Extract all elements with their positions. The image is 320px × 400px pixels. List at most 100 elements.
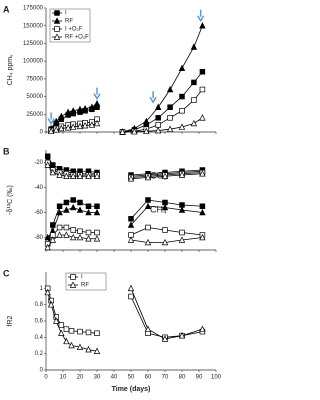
y-tick-label: -20: [34, 160, 43, 166]
data-point: [63, 172, 70, 179]
data-point: [85, 329, 92, 336]
data-point: [69, 123, 77, 130]
data-point: [161, 335, 169, 342]
data-point: [166, 125, 174, 132]
arrow: [149, 91, 157, 104]
legend-marker: [70, 274, 76, 280]
data-point: [63, 199, 70, 206]
data-point: [155, 122, 161, 128]
data-point: [56, 203, 63, 210]
data-point: [128, 216, 134, 222]
data-point: [88, 103, 96, 110]
legend-label: RF: [81, 283, 89, 289]
data-point: [76, 122, 84, 130]
y-tick-label: 50000: [26, 94, 43, 100]
data-point: [68, 341, 75, 349]
annotation: CH₄: [150, 204, 167, 214]
data-point: [52, 317, 60, 324]
data-point: [85, 235, 92, 242]
data-point: [178, 171, 186, 178]
data-point: [58, 329, 65, 336]
data-point: [199, 86, 206, 93]
data-point: [144, 238, 152, 246]
series-line: [47, 234, 203, 248]
x-tick-label: 90: [196, 375, 203, 381]
data-point: [199, 233, 206, 241]
data-point: [70, 197, 76, 203]
data-point: [44, 233, 51, 241]
data-point: [199, 203, 206, 210]
y-tick-label: -40: [34, 185, 43, 191]
y-tick-label: -80: [34, 235, 43, 241]
data-point: [93, 208, 101, 216]
data-point: [143, 117, 150, 125]
data-point: [178, 332, 186, 339]
data-point: [58, 112, 65, 120]
series-line: [47, 199, 203, 244]
data-point: [76, 233, 84, 241]
data-point: [63, 326, 70, 332]
y-tick-label: -60: [34, 210, 43, 216]
y-tick-label: 150000: [23, 23, 44, 29]
arrow: [93, 87, 101, 101]
legend-marker: [54, 10, 60, 16]
y-tick-label: 0: [40, 368, 44, 374]
legend-marker: [69, 281, 77, 288]
data-point: [94, 330, 100, 337]
data-point: [93, 119, 101, 127]
data-point: [76, 206, 84, 213]
data-point: [199, 170, 206, 177]
data-point: [143, 127, 150, 135]
data-point: [199, 325, 206, 332]
data-point: [56, 171, 63, 178]
data-point: [144, 325, 152, 332]
data-point: [56, 231, 63, 238]
y-tick-label: 0.4: [35, 335, 44, 341]
data-point: [191, 79, 197, 86]
data-point: [178, 236, 186, 243]
data-point: [166, 85, 174, 93]
data-point: [44, 243, 51, 251]
data-point: [199, 208, 206, 216]
data-point: [161, 238, 169, 246]
data-point: [77, 228, 83, 235]
data-point: [49, 236, 57, 243]
x-tick-label: 80: [179, 375, 186, 381]
data-point: [44, 161, 51, 168]
data-point: [167, 115, 173, 121]
data-point: [145, 197, 151, 203]
data-point: [69, 203, 77, 211]
data-point: [47, 301, 55, 308]
data-point: [167, 104, 173, 110]
data-point: [85, 229, 92, 236]
x-tick-label: 10: [60, 375, 67, 381]
data-point: [179, 93, 185, 100]
data-point: [63, 337, 70, 345]
data-point: [145, 224, 151, 231]
legend-label: I: [81, 275, 83, 281]
panel-letter: B: [3, 146, 10, 156]
data-point: [56, 208, 63, 216]
y-axis-label: fR2: [7, 315, 14, 326]
data-point: [64, 124, 72, 131]
data-point: [77, 199, 83, 206]
x-tick-label: 100: [211, 375, 222, 381]
data-point: [199, 22, 206, 29]
data-point: [190, 43, 198, 50]
data-point: [76, 105, 84, 113]
data-point: [190, 119, 198, 127]
data-point: [127, 175, 135, 182]
data-point: [199, 69, 206, 75]
data-point: [131, 127, 138, 135]
data-point: [162, 227, 168, 233]
x-tick-label: 50: [128, 375, 135, 381]
y-tick-label: 1: [40, 286, 44, 292]
data-point: [69, 233, 77, 241]
data-point: [154, 103, 162, 110]
x-tick-label: 60: [145, 375, 152, 381]
data-point: [49, 168, 57, 176]
data-point: [47, 127, 55, 135]
data-point: [81, 104, 89, 112]
data-point: [127, 284, 135, 292]
